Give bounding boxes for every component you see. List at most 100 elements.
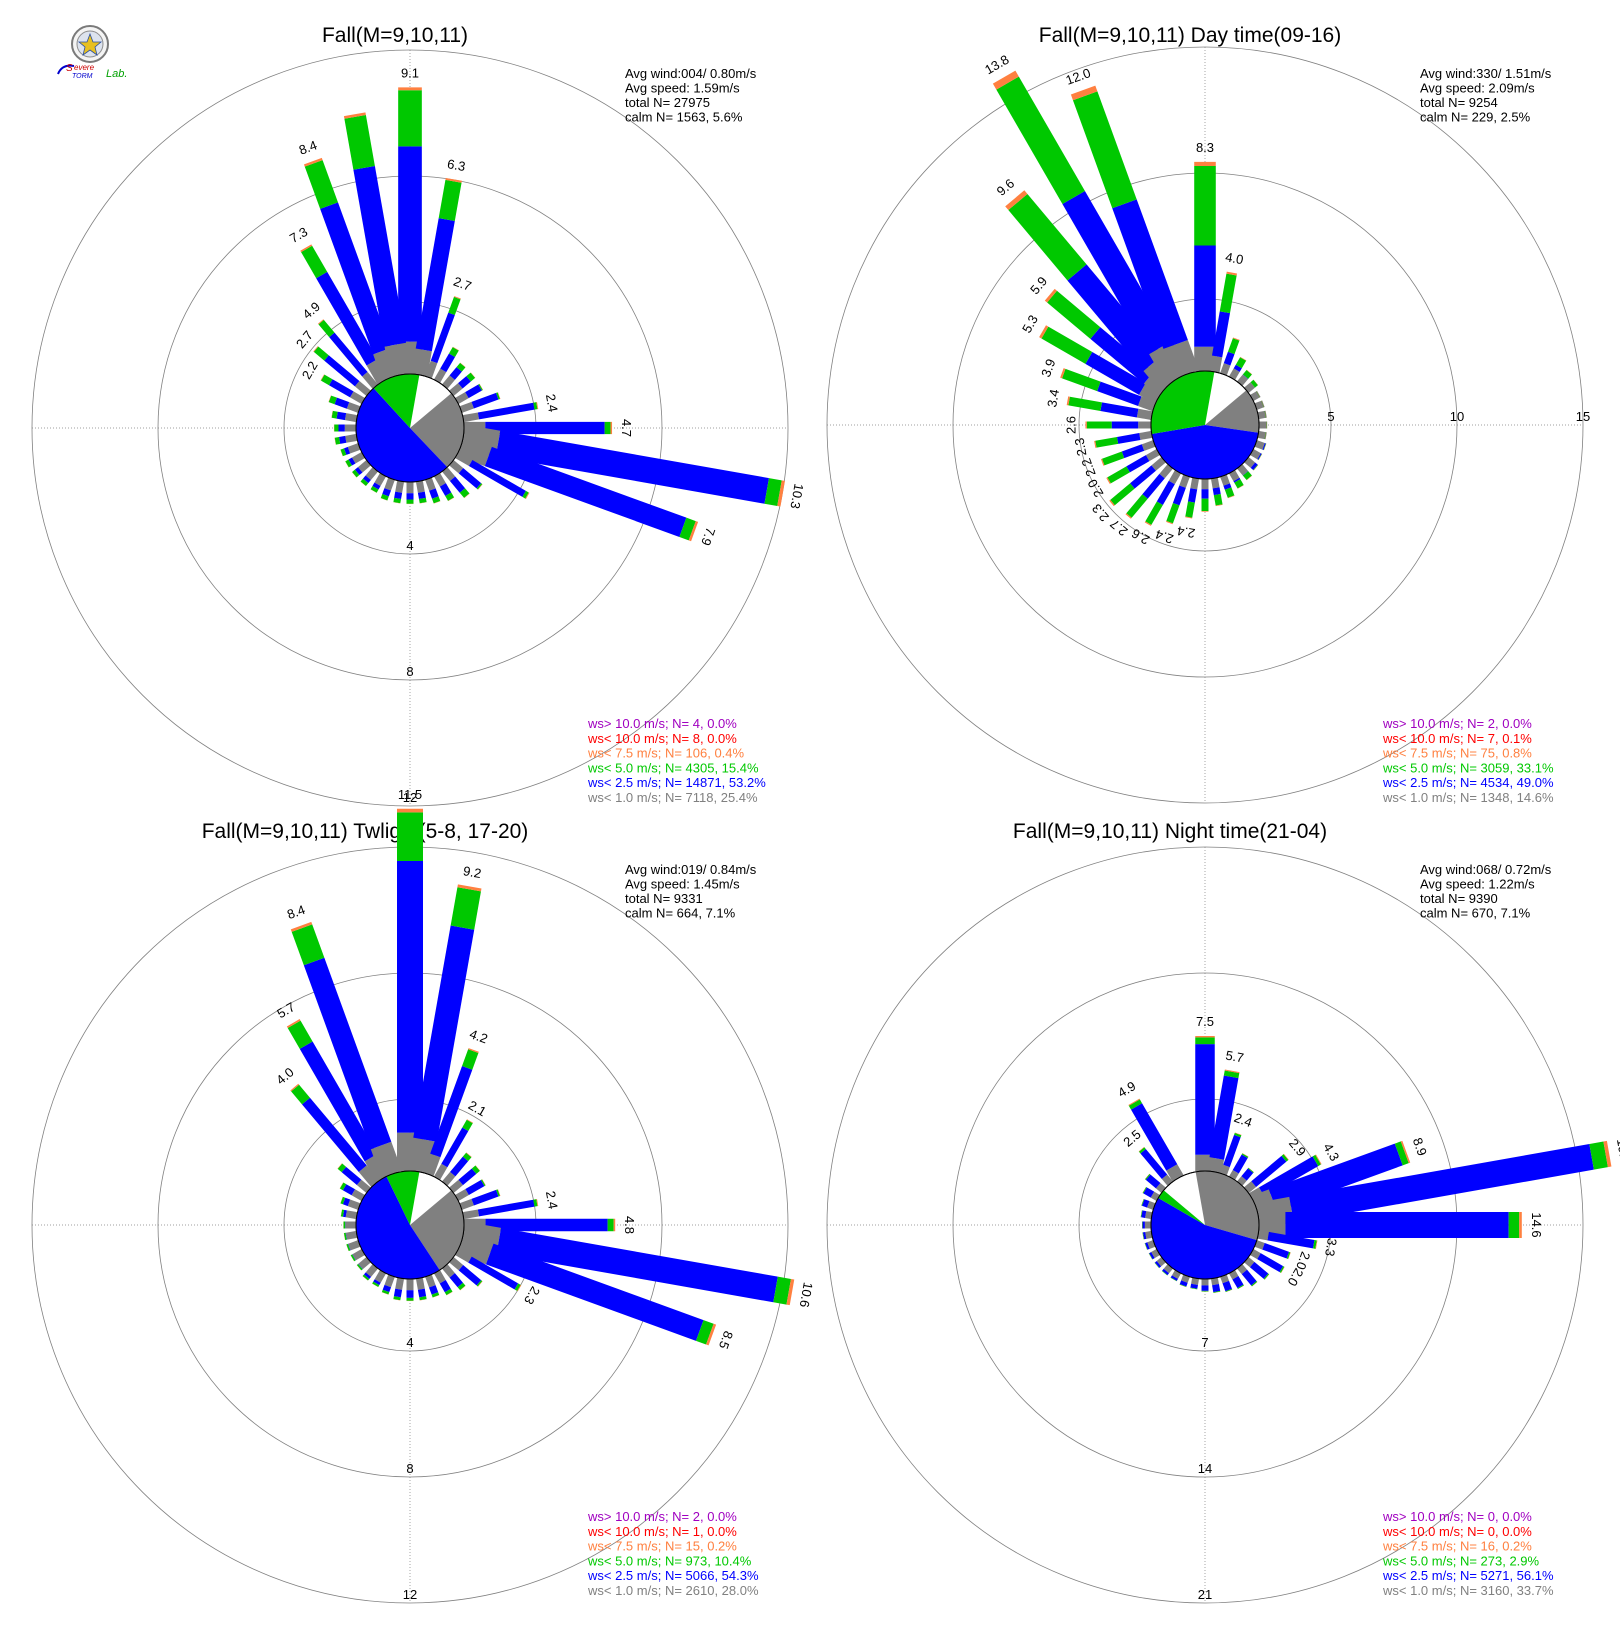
wind-bar-segment: [1143, 443, 1154, 447]
wind-bar-segment: [355, 117, 364, 168]
wind-bar-segment: [1227, 353, 1231, 364]
wind-bar-segment: [461, 1171, 474, 1182]
legend-entry: ws> 10.0 m/s; N= 2, 0.0%: [587, 1509, 737, 1524]
wind-bar-segment: [443, 1282, 448, 1291]
bar-value-label: 4.0: [1224, 249, 1244, 267]
wind-bar-segment: [1159, 1260, 1164, 1264]
wind-bar-segment: [1166, 1266, 1170, 1271]
wind-bar-segment: [1223, 476, 1226, 485]
wind-bar-segment: [419, 481, 421, 492]
wind-bar-segment: [1592, 1154, 1606, 1156]
bar-value-label: 5.3: [1019, 312, 1041, 335]
wind-bar-segment: [1246, 473, 1250, 477]
wind-bar-segment: [445, 378, 453, 387]
stats-line: Avg speed: 1.22m/s: [1420, 877, 1535, 892]
bar-value-label: 13.8: [982, 52, 1011, 78]
wind-bar-segment: [1146, 1246, 1148, 1247]
wind-bar-segment: [397, 1289, 398, 1297]
legend-entry: ws< 5.0 m/s; N= 4305, 15.4%: [587, 760, 759, 775]
wind-bar-segment: [423, 1297, 424, 1300]
wind-bar-segment: [360, 463, 368, 470]
wind-bar-segment: [1123, 448, 1143, 455]
bar-value-label: 10.3: [787, 482, 806, 510]
legend-entry: ws< 1.0 m/s; N= 3160, 33.7%: [1382, 1583, 1554, 1598]
wind-bar-segment: [437, 1165, 444, 1178]
wind-bar-segment: [368, 1266, 375, 1274]
wind-bar-segment: [780, 493, 783, 494]
bar-value-label: 4.9: [300, 299, 323, 322]
wind-bar-segment: [428, 479, 432, 490]
stats-line: Avg speed: 1.59m/s: [625, 81, 740, 96]
wind-bar-segment: [314, 163, 329, 205]
wind-bar-segment: [361, 1260, 369, 1267]
stats-line: Avg speed: 2.09m/s: [1420, 81, 1535, 96]
wind-bar-segment: [1251, 1170, 1252, 1171]
wind-bar-segment: [349, 446, 359, 450]
wind-bar-segment: [1132, 468, 1153, 486]
wind-bar-segment: [1195, 1278, 1196, 1284]
wind-bar-segment: [1148, 523, 1149, 524]
wind-bar-segment: [1085, 96, 1124, 204]
wind-bar-segment: [1172, 1167, 1178, 1178]
wind-bar-segment: [1145, 1190, 1152, 1194]
wind-bar-segment: [1237, 366, 1239, 370]
wind-bar-segment: [336, 401, 348, 405]
wind-bar-segment: [1148, 1177, 1158, 1185]
wind-bar-segment: [1606, 1154, 1610, 1155]
bar-value-label: 11.5: [398, 787, 422, 802]
wind-bar-segment: [350, 460, 354, 462]
wind-bar-segment: [388, 479, 392, 490]
wind-bar-segment: [421, 492, 422, 498]
bar-value-label: 8.5: [716, 1329, 736, 1351]
wind-bar-segment: [452, 1275, 460, 1285]
wind-bar-segment: [1145, 476, 1162, 496]
wind-bar-segment: [1217, 495, 1219, 505]
wind-bar-segment: [1259, 456, 1260, 457]
legend-entry: ws< 10.0 m/s; N= 0, 0.0%: [1382, 1524, 1532, 1539]
wind-bar-segment: [419, 1278, 421, 1289]
wind-bar-segment: [1138, 413, 1152, 416]
wind-bar-segment: [1256, 1243, 1264, 1246]
wind-bar-segment: [342, 1200, 344, 1201]
wind-bar-segment: [344, 1169, 359, 1182]
wind-bar-segment: [473, 396, 498, 405]
legend-entry: ws< 7.5 m/s; N= 106, 0.4%: [587, 746, 745, 761]
wind-bar-segment: [447, 181, 454, 219]
wind-bar-segment: [524, 494, 527, 496]
wind-bar-segment: [465, 1122, 469, 1130]
wind-bar-segment: [767, 491, 780, 493]
wind-bar-segment: [776, 1289, 789, 1291]
wind-bar-segment: [428, 1155, 435, 1174]
wind-bar-segment: [340, 1166, 344, 1169]
wind-bar-segment: [1165, 1271, 1167, 1273]
wind-bar-segment: [451, 1260, 461, 1268]
stats-line: total N= 9254: [1420, 95, 1498, 110]
wind-bar-segment: [463, 416, 478, 419]
wind-bar-segment: [1096, 440, 1118, 444]
wind-bar-segment: [467, 1051, 473, 1068]
wind-bar-segment: [478, 1203, 533, 1213]
wind-bar-segment: [1143, 1202, 1148, 1204]
bar-value-label: 2.9: [1286, 1136, 1309, 1159]
wind-bar-segment: [1149, 1243, 1155, 1245]
wind-bar-segment: [359, 1267, 360, 1268]
wind-bar-segment: [366, 478, 369, 481]
wind-bar-segment: [1142, 1214, 1146, 1215]
wind-bar-segment: [330, 399, 336, 401]
wind-bar-segment: [384, 495, 385, 499]
panel-title: Fall(M=9,10,11) Day time(09-16): [1039, 24, 1341, 47]
stats-line: Avg speed: 1.45m/s: [625, 877, 740, 892]
stats-line: Avg wind:330/ 1.51m/s: [1420, 66, 1552, 81]
wind-bar-segment: [1050, 295, 1052, 297]
wind-bar-segment: [1214, 1278, 1215, 1284]
stats-line: Avg wind:068/ 0.72m/s: [1420, 862, 1552, 877]
wind-bar-segment: [386, 489, 388, 495]
wind-bar-segment: [1226, 1136, 1237, 1166]
bar-value-label: 19.8: [1614, 1137, 1620, 1165]
wind-bar-segment: [1148, 1204, 1154, 1206]
legend-entry: ws< 2.5 m/s; N= 14871, 53.2%: [587, 775, 766, 790]
wind-bar-segment: [316, 349, 326, 358]
wind-bar-segment: [457, 1192, 467, 1198]
wind-bar-segment: [516, 1286, 519, 1287]
